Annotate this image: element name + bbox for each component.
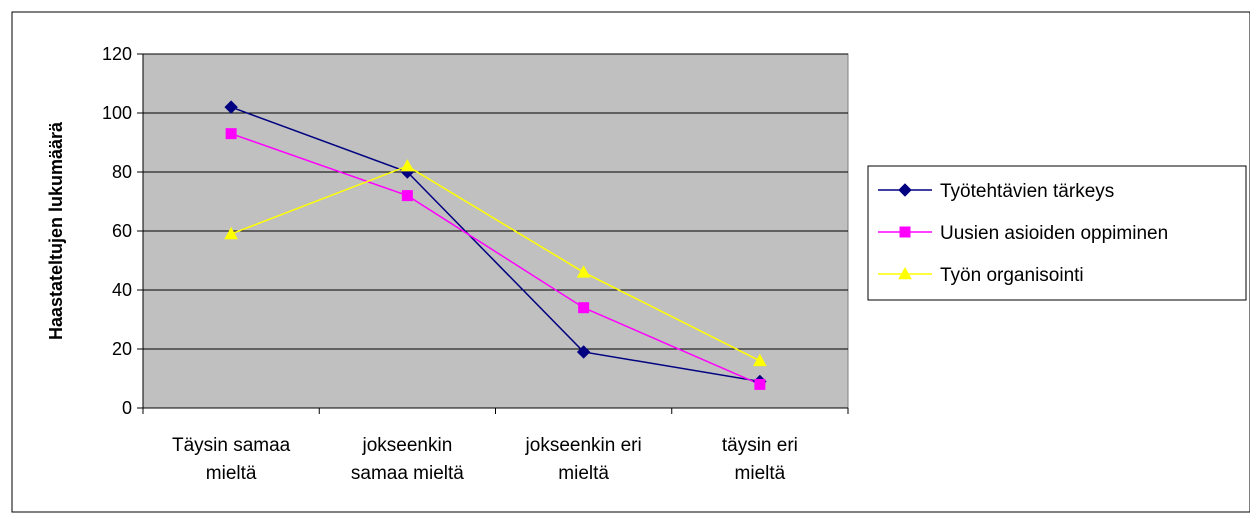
legend-label-3: Työn organisointi: [940, 265, 1084, 286]
series-line-3: [230, 165, 761, 362]
data-point-series-2: [401, 190, 413, 202]
y-tick-label: 40: [112, 280, 132, 300]
series-lines: [230, 106, 761, 386]
x-tick-labels: Täysin samaa mieltä jokseenkin samaa mieltä…: [172, 435, 798, 484]
data-point-series-2: [225, 128, 237, 140]
x-tick-label: Täysin samaa mieltä: [172, 435, 291, 484]
data-point-series-1: [224, 100, 238, 114]
data-point-series-1: [576, 345, 591, 359]
x-tick-label: jokseenkin samaa mieltä: [351, 435, 464, 484]
y-tick-label: 100: [102, 103, 132, 123]
data-point-series-3: [400, 159, 415, 172]
legend-label-2: Uusien asioiden oppiminen: [940, 223, 1168, 244]
data-point-series-3: [753, 353, 767, 367]
legend-label-1: Työtehtävien tärkeys: [940, 181, 1114, 202]
legend-box: [867, 165, 1247, 301]
y-axis-title: Haastateltujen lukumäärä: [46, 121, 66, 340]
x-tick-label: täysin eri mieltä: [722, 435, 798, 484]
y-tick-label: 60: [112, 221, 132, 241]
axes: [137, 53, 849, 414]
y-tick-label: 80: [112, 162, 132, 182]
legend-marker-1: [898, 183, 912, 197]
y-tick-label: 120: [102, 44, 132, 64]
legend-marker-2: [899, 226, 911, 238]
x-tick-label: jokseenkin eri mieltä: [525, 435, 642, 484]
series-line-2: [230, 132, 761, 386]
data-point-series-3: [224, 226, 238, 240]
y-tick-label: 0: [122, 398, 132, 418]
legend: Työtehtävien tärkeys Uusien asioiden oppi…: [867, 165, 1247, 301]
series-markers: [224, 100, 767, 390]
legend-marker-3: [898, 266, 912, 280]
series-line-1: [230, 106, 760, 383]
y-tick-labels: 0 20 40 60 80 100 120: [102, 44, 132, 418]
data-point-series-3: [576, 265, 591, 278]
data-point-series-2: [578, 302, 590, 314]
grid-lines: [143, 53, 848, 350]
data-point-series-2: [754, 378, 766, 390]
y-tick-label: 20: [112, 339, 132, 359]
